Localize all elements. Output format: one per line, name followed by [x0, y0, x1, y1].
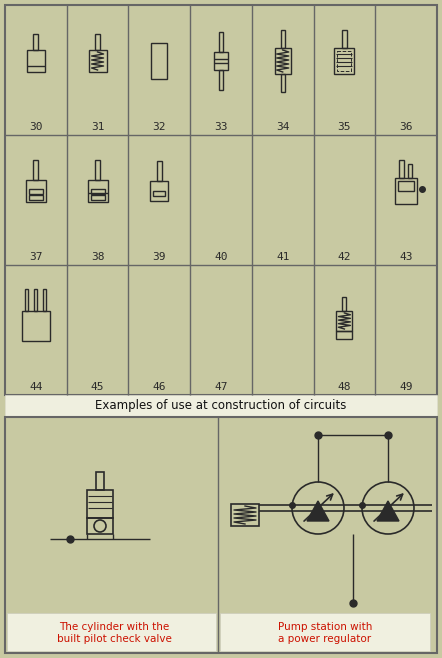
Text: 35: 35 — [338, 122, 351, 132]
Text: 30: 30 — [29, 122, 42, 132]
Bar — [336, 311, 352, 331]
Bar — [398, 181, 414, 191]
Text: 39: 39 — [152, 252, 166, 262]
Bar — [25, 289, 28, 311]
Text: 34: 34 — [276, 122, 290, 132]
Bar — [220, 613, 430, 651]
Text: 43: 43 — [400, 252, 413, 262]
Bar — [281, 30, 285, 48]
Text: 46: 46 — [152, 382, 166, 392]
Polygon shape — [307, 501, 329, 521]
Text: 33: 33 — [214, 122, 228, 132]
Bar — [219, 70, 223, 90]
Text: 48: 48 — [338, 382, 351, 392]
Bar — [153, 191, 165, 195]
Bar — [343, 297, 347, 311]
Bar — [342, 30, 347, 48]
Text: 41: 41 — [276, 252, 290, 262]
Bar — [399, 160, 404, 178]
Bar — [22, 311, 50, 341]
Text: 40: 40 — [214, 252, 228, 262]
Text: Examples of use at construction of circuits: Examples of use at construction of circu… — [95, 399, 347, 413]
Bar — [27, 50, 45, 72]
Bar — [5, 395, 437, 417]
Bar — [5, 417, 437, 653]
Bar — [336, 331, 352, 339]
Text: 44: 44 — [29, 382, 42, 392]
Bar — [95, 160, 100, 180]
Bar — [275, 48, 291, 74]
Text: 37: 37 — [29, 252, 42, 262]
Text: 47: 47 — [214, 382, 228, 392]
Text: 36: 36 — [400, 122, 413, 132]
Polygon shape — [377, 501, 399, 521]
Bar — [151, 43, 167, 79]
Bar — [43, 289, 46, 311]
Bar — [219, 32, 223, 52]
Bar — [91, 188, 105, 193]
Bar — [88, 180, 107, 202]
Bar — [5, 5, 437, 395]
Bar — [26, 180, 46, 202]
Bar — [335, 48, 354, 74]
Bar — [281, 74, 285, 92]
Bar — [231, 504, 259, 526]
Bar — [150, 181, 168, 201]
Bar — [91, 195, 105, 200]
Bar — [95, 34, 100, 50]
Text: 38: 38 — [91, 252, 104, 262]
Bar — [395, 178, 417, 204]
Bar — [33, 160, 38, 180]
Bar — [214, 52, 228, 70]
Bar — [29, 188, 43, 193]
Bar — [87, 518, 113, 534]
Bar — [7, 613, 216, 651]
Bar — [408, 164, 412, 178]
Text: The cylinder with the
built pilot check valve: The cylinder with the built pilot check … — [57, 622, 171, 644]
Bar — [157, 161, 162, 181]
Text: 45: 45 — [91, 382, 104, 392]
Bar — [29, 195, 43, 200]
Text: 31: 31 — [91, 122, 104, 132]
Bar — [34, 289, 38, 311]
Text: Pump station with
a power regulator: Pump station with a power regulator — [278, 622, 372, 644]
Bar — [88, 50, 107, 72]
Bar — [96, 472, 104, 490]
Bar — [87, 490, 113, 518]
Bar — [33, 34, 38, 50]
Bar — [337, 51, 351, 71]
Text: 42: 42 — [338, 252, 351, 262]
Text: 49: 49 — [400, 382, 413, 392]
Text: 32: 32 — [152, 122, 166, 132]
